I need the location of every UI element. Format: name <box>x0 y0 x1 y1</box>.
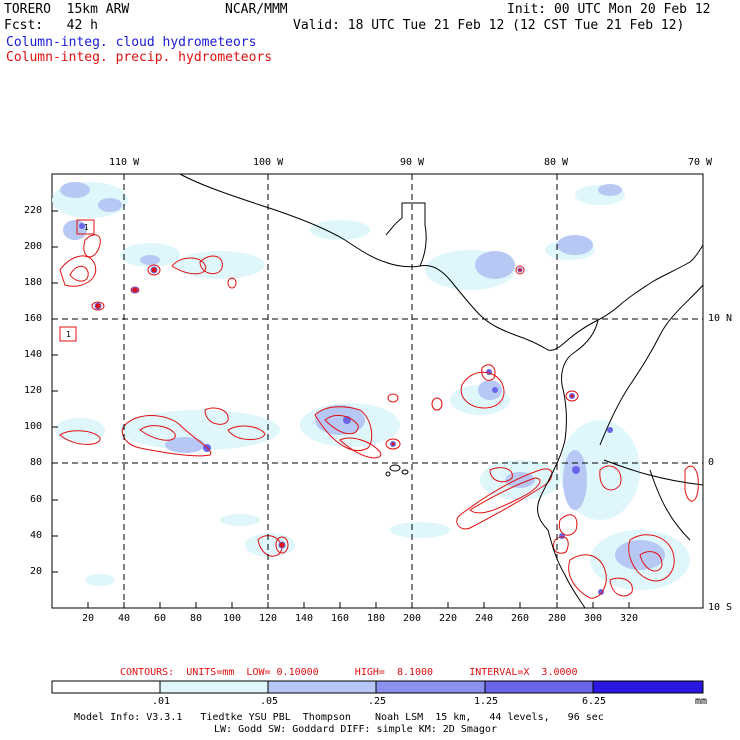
lat-label: 10 N <box>708 313 733 324</box>
y-tick-label: 20 <box>30 566 43 577</box>
precip-contour-layer <box>59 234 699 599</box>
colorbar-level: 1.25 <box>474 696 499 707</box>
lon-label: 100 W <box>253 157 284 168</box>
x-tick-label: 100 <box>223 613 242 624</box>
valid-time: Valid: 18 UTC Tue 21 Feb 12 (12 CST Tue … <box>293 18 685 33</box>
x-tick-label: 240 <box>475 613 494 624</box>
init-time: Init: 00 UTC Mon 20 Feb 12 <box>507 2 711 17</box>
x-tick-label: 120 <box>259 613 278 624</box>
x-tick-label: 180 <box>367 613 386 624</box>
box-marker-label: 1 <box>84 223 89 232</box>
lon-label: 70 W <box>688 157 713 168</box>
x-tick-label: 320 <box>620 613 639 624</box>
y-tick-label: 80 <box>30 457 43 468</box>
y-tick-label: 40 <box>30 530 43 541</box>
x-tick-label: 140 <box>295 613 314 624</box>
model-info-line-2: LW: Godd SW: Goddard DIFF: simple KM: 2D… <box>214 724 497 735</box>
contours-info: CONTOURS: UNITS=mm LOW= 0.10000 HIGH= 8.… <box>120 667 578 678</box>
x-tick-label: 300 <box>584 613 603 624</box>
y-tick-label: 140 <box>24 349 43 360</box>
x-tick-label: 280 <box>548 613 567 624</box>
colorbar-level: .25 <box>368 696 387 707</box>
x-tick-label: 220 <box>439 613 458 624</box>
colorbar-unit: mm <box>695 696 708 707</box>
lon-label: 90 W <box>400 157 425 168</box>
x-tick-label: 160 <box>331 613 350 624</box>
x-tick-label: 40 <box>118 613 131 624</box>
lat-label: 0 <box>708 457 715 468</box>
colorbar-level: 6.25 <box>582 696 607 707</box>
org-label: NCAR/MMM <box>225 2 288 17</box>
field-cloud-label: Column-integ. cloud hydrometeors <box>6 35 257 50</box>
y-tick-label: 60 <box>30 494 43 505</box>
box-marker-label: 1 <box>66 330 71 339</box>
y-tick-label: 160 <box>24 313 43 324</box>
lat-lon-grid <box>52 174 703 608</box>
box-markers <box>59 219 95 342</box>
model-info-line-1: Model Info: V3.3.1 Tiedtke YSU PBL Thomp… <box>74 712 604 723</box>
tick-marks <box>52 210 630 608</box>
lon-label: 110 W <box>109 157 140 168</box>
field-precip-label: Column-integ. precip. hydrometeors <box>6 50 273 65</box>
lat-label: 10 S <box>708 602 733 613</box>
y-tick-label: 100 <box>24 421 43 432</box>
forecast-hour: Fcst: 42 h <box>4 18 98 33</box>
y-tick-label: 200 <box>24 241 43 252</box>
colorbar-level: .01 <box>152 696 171 707</box>
lon-label: 80 W <box>544 157 569 168</box>
precip-cores <box>94 266 575 549</box>
y-tick-label: 180 <box>24 277 43 288</box>
x-tick-label: 80 <box>190 613 203 624</box>
x-tick-label: 200 <box>403 613 422 624</box>
x-tick-label: 20 <box>82 613 95 624</box>
x-tick-label: 60 <box>154 613 167 624</box>
x-tick-label: 260 <box>511 613 530 624</box>
y-tick-label: 220 <box>24 205 43 216</box>
colorbar-level: .05 <box>260 696 279 707</box>
model-title: TORERO 15km ARW <box>4 2 130 17</box>
y-tick-label: 120 <box>24 385 43 396</box>
